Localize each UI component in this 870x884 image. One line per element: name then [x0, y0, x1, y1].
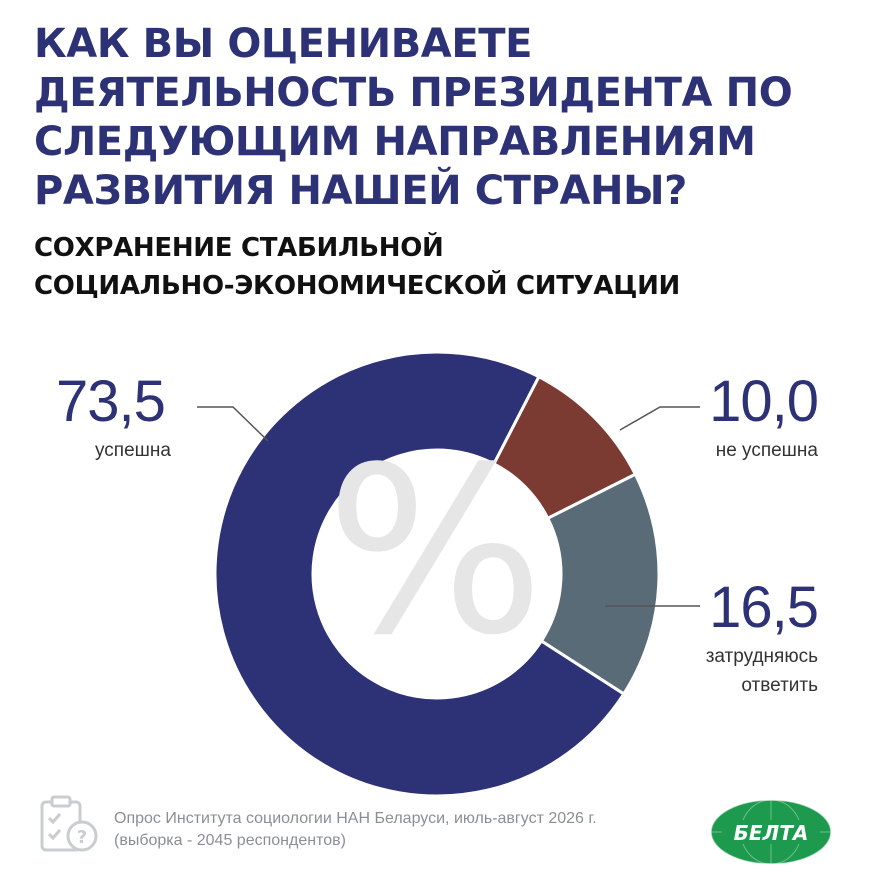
slice-label-undecided-line-2: ответить	[741, 675, 818, 696]
source-note: Опрос Института социологии НАН Беларуси,…	[114, 808, 714, 852]
slice-undecided	[539, 472, 661, 697]
svg-text:?: ?	[77, 827, 87, 848]
leader-line-not-success	[619, 406, 700, 431]
chart-subtitle: СОХРАНЕНИЕ СТАБИЛЬНОЙ СОЦИАЛЬНО-ЭКОНОМИЧ…	[34, 229, 834, 305]
slice-label-not-success: не успешна	[715, 440, 818, 461]
slice-value-success: 73,5	[56, 369, 166, 434]
leader-lines	[197, 406, 700, 607]
slice-label-undecided: затрудняюсь ответить	[600, 642, 818, 700]
leader-line-success	[197, 406, 269, 442]
source-line-2: (выборка - 2045 респондентов)	[114, 832, 346, 849]
slice-value-not-success: 10,0	[709, 369, 819, 434]
slice-label-success: успешна	[95, 440, 171, 461]
logo-text: БЕЛТА	[734, 821, 809, 845]
slice-success	[213, 350, 626, 798]
slice-value-undecided: 16,5	[709, 575, 819, 640]
source-line-1: Опрос Института социологии НАН Беларуси,…	[114, 810, 597, 827]
survey-clipboard-icon: ?	[40, 795, 98, 852]
belta-logo: БЕЛТА	[710, 799, 832, 865]
percent-symbol: %	[326, 419, 545, 686]
subtitle-line-1: СОХРАНЕНИЕ СТАБИЛЬНОЙ	[34, 233, 444, 263]
donut-slices	[213, 350, 661, 798]
slice-label-undecided-line-1: затрудняюсь	[705, 646, 818, 667]
page-title: КАК ВЫ ОЦЕНИВАЕТЕ ДЕЯТЕЛЬНОСТЬ ПРЕЗИДЕНТ…	[34, 21, 793, 214]
subtitle-line-2: СОЦИАЛЬНО-ЭКОНОМИЧЕСКОЙ СИТУАЦИИ	[34, 271, 680, 301]
